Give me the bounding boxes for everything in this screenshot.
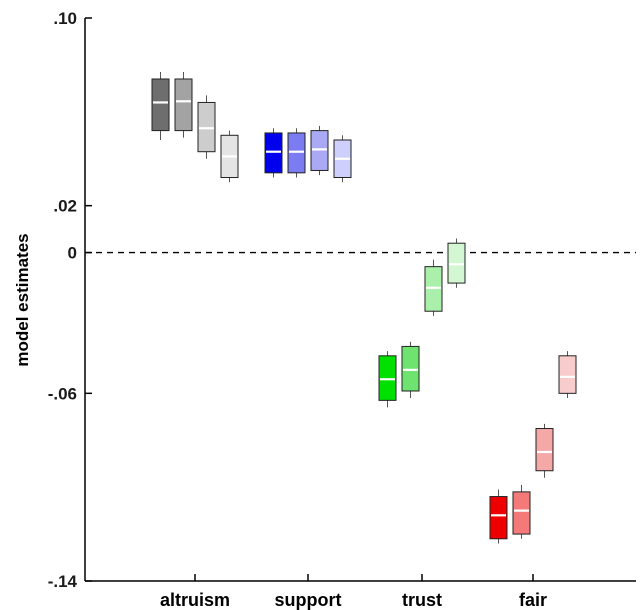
box-fair-4: [558, 351, 577, 399]
box-trust-2: [401, 341, 420, 399]
y-tick-label: .02: [53, 197, 77, 216]
box-support-2: [287, 128, 306, 178]
box-trust-4: [447, 238, 466, 288]
y-tick-label: 0: [68, 244, 77, 263]
box-body: [401, 345, 420, 392]
box-body: [489, 496, 508, 540]
box-support-3: [310, 125, 329, 176]
category-label-altruism: altruism: [160, 590, 230, 610]
box-body: [535, 428, 554, 472]
box-fair-3: [535, 423, 554, 478]
box-trust-3: [424, 259, 443, 316]
box-altruism-4: [220, 130, 239, 183]
box-support-1: [264, 128, 283, 178]
box-body: [287, 132, 306, 174]
box-altruism-3: [197, 95, 216, 159]
y-tick-label: -.14: [48, 572, 78, 591]
boxes: [151, 71, 577, 544]
box-body: [174, 78, 193, 132]
box-body: [197, 101, 216, 153]
box-body: [558, 355, 577, 394]
box-body: [151, 78, 170, 132]
box-trust-1: [378, 351, 397, 408]
y-tick-label: .10: [53, 9, 77, 28]
box-support-4: [333, 135, 352, 183]
box-fair-2: [512, 484, 531, 539]
category-label-trust: trust: [402, 590, 442, 610]
labels: .10 .02 0 -.06 -.14 model estimates altruism su…: [13, 9, 547, 610]
axes: [84, 17, 636, 582]
box-body: [264, 132, 283, 174]
box-body: [424, 266, 443, 312]
category-label-fair: fair: [519, 590, 547, 610]
y-axis-label: model estimates: [13, 233, 32, 366]
category-label-support: support: [275, 590, 342, 610]
box-altruism-2: [174, 71, 193, 138]
box-body: [512, 491, 531, 535]
box-altruism-1: [151, 71, 170, 140]
box-fair-1: [489, 489, 508, 544]
box-body: [310, 130, 329, 171]
y-tick-label: -.06: [48, 384, 77, 403]
box-body: [378, 355, 397, 401]
box-body: [447, 242, 466, 284]
